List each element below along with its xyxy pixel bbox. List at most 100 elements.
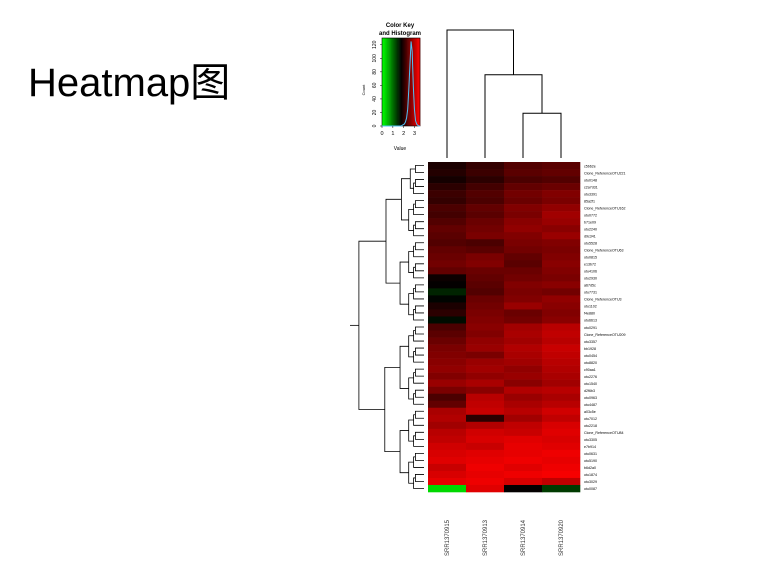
- heatmap-cell-r3-c2: [504, 183, 543, 191]
- color-key-band: [402, 38, 405, 126]
- heatmap-cell-r35-c3: [542, 407, 581, 416]
- heatmap-cell-r0-c2: [504, 162, 543, 170]
- heatmap-cell-r0-c3: [542, 162, 581, 170]
- heatmap-grid: [428, 162, 581, 493]
- row-dendrogram: [350, 165, 424, 489]
- heatmap-cell-r5-c0: [428, 197, 467, 205]
- color-key-subtitle: and Histogram: [379, 31, 421, 37]
- dendro-branch: [413, 393, 424, 405]
- heatmap-cell-r27-c1: [466, 351, 505, 359]
- heatmap-cell-r11-c0: [428, 239, 467, 247]
- heatmap-cell-r33-c2: [504, 393, 543, 402]
- color-key-band: [382, 38, 385, 126]
- heatmap-cell-r5-c1: [466, 197, 505, 205]
- heatmap-cell-r24-c1: [466, 330, 505, 338]
- row-label: otu0087: [584, 487, 597, 491]
- heatmap-cell-r33-c3: [542, 393, 581, 402]
- slide-title: Heatmap图: [28, 61, 231, 105]
- color-key-y-tick-label: 120: [372, 40, 378, 49]
- heatmap-cell-r17-c0: [428, 281, 467, 289]
- heatmap-cell-r4-c2: [504, 190, 543, 198]
- color-key-band: [415, 38, 417, 126]
- heatmap-cell-r46-c3: [542, 484, 581, 493]
- color-key-y-tick-label: 100: [372, 54, 378, 63]
- color-key-band: [397, 38, 399, 126]
- heatmap-cell-r5-c2: [504, 197, 543, 205]
- dendro-branch: [408, 335, 414, 358]
- heatmap-cell-r24-c2: [504, 330, 543, 338]
- dendro-branch: [408, 419, 414, 442]
- heatmap-cell-r17-c3: [542, 281, 581, 289]
- heatmap-cell-r25-c0: [428, 337, 467, 345]
- heatmap-cell-r35-c0: [428, 407, 467, 416]
- color-key-band: [389, 38, 391, 126]
- heatmap-cell-r10-c2: [504, 232, 543, 240]
- row-label: Clone_ReferenceOTU162: [584, 206, 626, 210]
- heatmap-cell-r45-c1: [466, 477, 505, 486]
- color-key-xlabel: Value: [394, 146, 407, 152]
- row-label: otu2218: [584, 424, 597, 428]
- heatmap-cell-r43-c2: [504, 463, 543, 472]
- color-key-band: [386, 38, 388, 126]
- dendro-branch: [415, 326, 424, 335]
- color-key-band: [399, 38, 401, 126]
- heatmap-cell-r19-c1: [466, 295, 505, 303]
- heatmap-cell-r23-c1: [466, 323, 505, 331]
- heatmap-cell-r38-c3: [542, 428, 581, 437]
- heatmap-cell-r41-c1: [466, 449, 505, 458]
- dendro-branch: [522, 112, 562, 158]
- heatmap-cell-r40-c3: [542, 442, 581, 451]
- heatmap-cell-r39-c0: [428, 435, 467, 444]
- heatmap-cell-r20-c1: [466, 302, 505, 310]
- heatmap-cell-r18-c0: [428, 288, 467, 296]
- heatmap-cell-r8-c2: [504, 218, 543, 226]
- heatmap-cell-r20-c2: [504, 302, 543, 310]
- row-labels: c5b62e Clone_ReferenceOTU221 otu0148 c2a7d3…: [584, 164, 626, 491]
- heatmap-cell-r40-c2: [504, 442, 543, 451]
- color-key-x-axis: 0 1 2 3: [380, 126, 416, 137]
- row-label: otu1540: [584, 382, 597, 386]
- color-key-band: [411, 38, 413, 126]
- color-key-band: [384, 38, 387, 126]
- heatmap-cell-r4-c3: [542, 190, 581, 198]
- heatmap-cell-r42-c0: [428, 456, 467, 465]
- heatmap-cell-r29-c0: [428, 365, 467, 373]
- dendro-branch: [413, 182, 424, 194]
- color-key-band: [403, 38, 406, 126]
- heatmap-cell-r41-c0: [428, 449, 467, 458]
- heatmap-cell-r0-c0: [428, 162, 467, 170]
- heatmap-cell-r12-c3: [542, 246, 581, 254]
- color-key-band: [388, 38, 390, 126]
- heatmap-cell-r16-c1: [466, 274, 505, 282]
- heatmap-cell-r35-c1: [466, 407, 505, 416]
- heatmap-cell-r30-c1: [466, 372, 505, 380]
- row-label: Clone_ReferenceOTU221: [584, 171, 626, 175]
- heatmap-cell-r24-c3: [542, 330, 581, 338]
- color-key-y-tick-label: 60: [372, 82, 378, 88]
- heatmap-cell-r7-c2: [504, 211, 543, 219]
- row-label: otu1102: [584, 305, 597, 309]
- color-key-band: [387, 38, 389, 126]
- heatmap-cell-r26-c2: [504, 344, 543, 352]
- heatmap-cell-r44-c1: [466, 470, 505, 479]
- heatmap-cell-r6-c0: [428, 204, 467, 212]
- row-label: otu5528: [584, 242, 597, 246]
- heatmap-cell-r40-c1: [466, 442, 505, 451]
- heatmap-cell-r8-c0: [428, 218, 467, 226]
- heatmap-cell-r42-c3: [542, 456, 581, 465]
- heatmap-cell-r38-c1: [466, 428, 505, 437]
- heatmap-cell-r14-c0: [428, 260, 467, 268]
- heatmap-cell-r36-c3: [542, 414, 581, 423]
- heatmap-cell-r31-c1: [466, 379, 505, 387]
- heatmap-cell-r7-c3: [542, 211, 581, 219]
- row-label: otu7012: [584, 417, 597, 421]
- dendro-branch: [408, 293, 414, 316]
- row-label: otu0454: [584, 354, 597, 358]
- heatmap-cell-r11-c3: [542, 239, 581, 247]
- heatmap-cell-r19-c0: [428, 295, 467, 303]
- heatmap-cell-r45-c2: [504, 477, 543, 486]
- color-key-band: [405, 38, 407, 126]
- heatmap-cell-r15-c0: [428, 267, 467, 275]
- color-key-band: [410, 38, 412, 126]
